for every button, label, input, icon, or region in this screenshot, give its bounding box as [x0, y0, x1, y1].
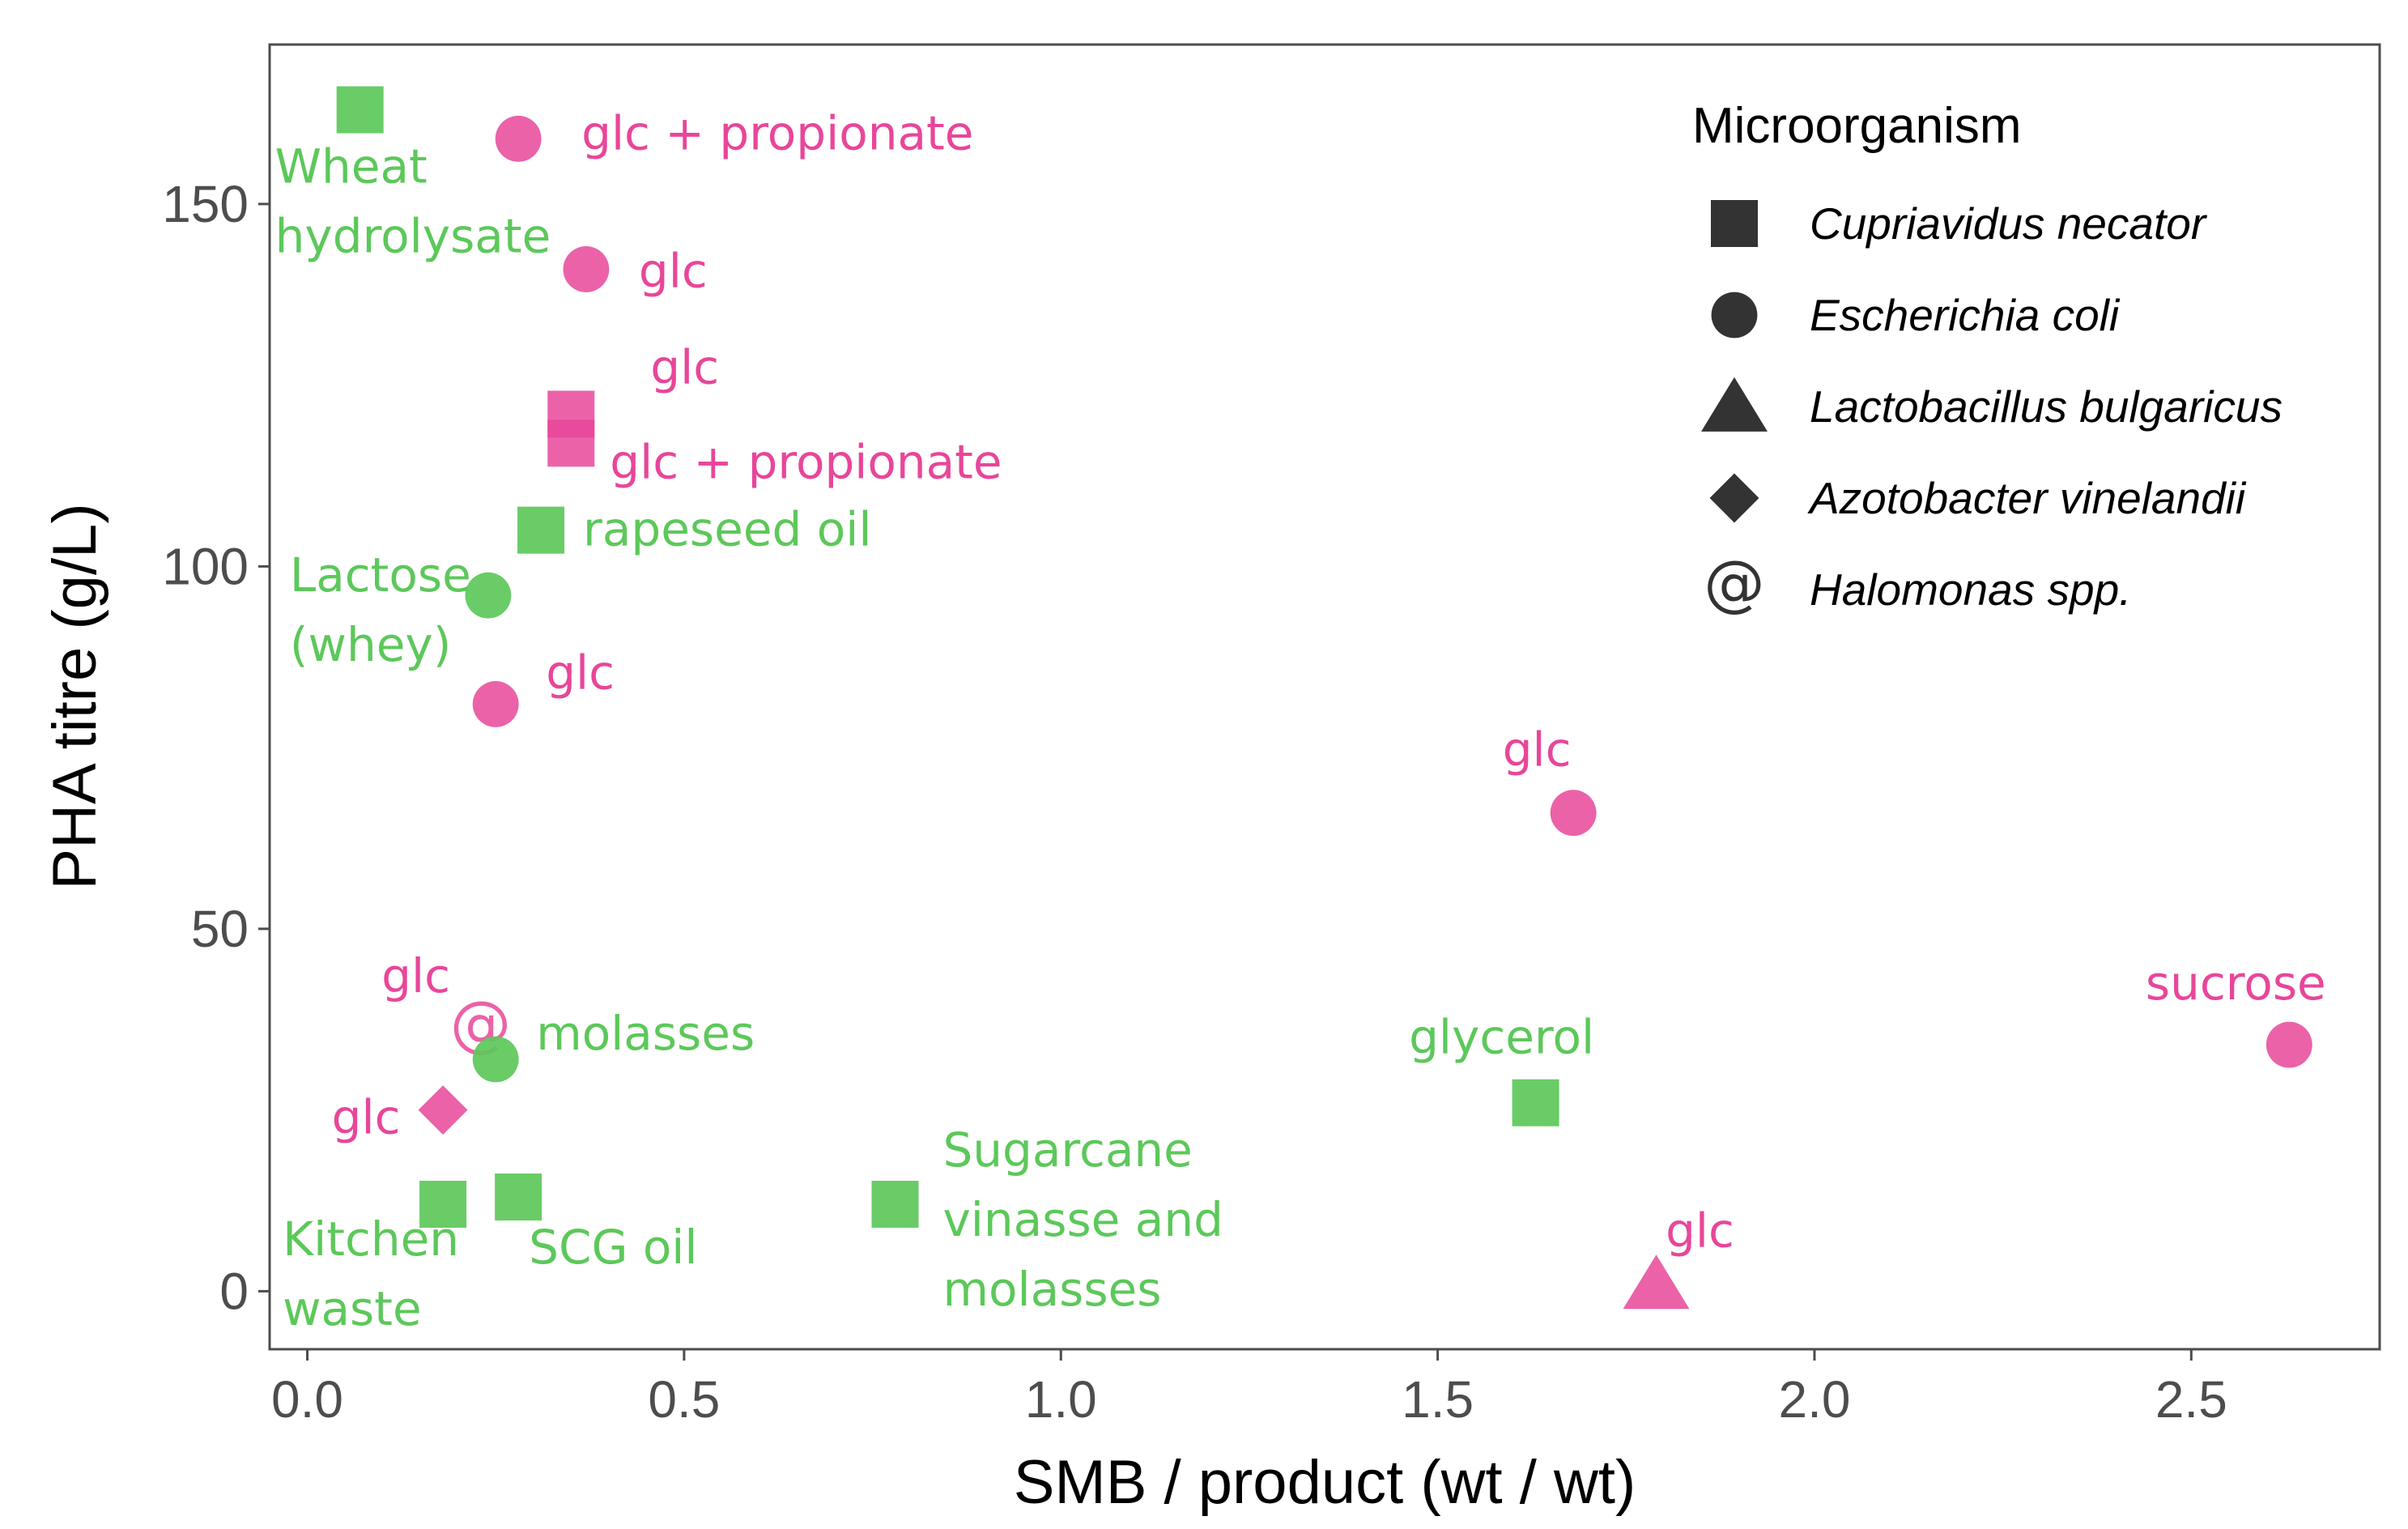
legend-entry-label: Escherichia coli: [1810, 290, 2121, 340]
axes-layer: 0.0 0.5 1.0 1.5 2.0 2.5 0 50 100 150: [162, 175, 2227, 1429]
point-annotation-label: glc: [1666, 1203, 1734, 1258]
data-point-green-square: [871, 1181, 919, 1228]
data-point-green-square: [517, 506, 565, 554]
point-annotation-label: glc: [381, 948, 450, 1003]
point-annotation-line: SCG oil: [529, 1220, 697, 1275]
point-annotation-line: sucrose: [2146, 956, 2326, 1011]
point-annotation-line: waste: [283, 1281, 422, 1336]
data-point-pink-triangle: [1623, 1254, 1690, 1310]
point-annotation-label: glycerol: [1409, 1010, 1594, 1065]
legend: Microorganism Cupriavidus necator Escheric…: [1656, 49, 2368, 632]
y-axis-title: PHA titre (g/L): [40, 503, 109, 889]
point-annotation-label: molasses: [536, 1006, 755, 1061]
data-point-green-square: [336, 86, 384, 134]
data-point-green-square: [1512, 1079, 1559, 1127]
legend-entry-label: Lactobacillus bulgaricus: [1810, 381, 2282, 432]
legend-marker-triangle: [1701, 377, 1768, 432]
y-tick-label: 150: [162, 175, 249, 233]
point-annotation-line: molasses: [942, 1262, 1161, 1317]
point-annotation-line: Wheat: [275, 139, 428, 194]
point-annotation-line: glc: [639, 243, 708, 298]
data-point-pink-circle: [2265, 1021, 2312, 1068]
data-point-pink-diamond: [418, 1085, 468, 1135]
point-annotation-line: vinasse and: [942, 1192, 1223, 1247]
x-tick-label: 2.5: [2155, 1370, 2227, 1429]
data-point-green-square: [495, 1173, 542, 1221]
point-annotation-label: sucrose: [2146, 956, 2326, 1011]
point-annotation-line: glc: [1503, 722, 1572, 777]
point-annotation-line: glc: [650, 339, 719, 394]
x-tick-label: 0.5: [648, 1370, 720, 1429]
x-axis-title: SMB / product (wt / wt): [1014, 1448, 1636, 1517]
point-annotation-line: Sugarcane: [942, 1122, 1192, 1178]
data-point-pink-circle: [472, 681, 519, 727]
point-annotation-line: molasses: [536, 1006, 755, 1061]
point-annotation-line: (whey): [290, 617, 451, 672]
x-tick-label: 2.0: [1778, 1370, 1850, 1429]
data-point-green-circle: [472, 1036, 519, 1083]
legend-background: [1656, 49, 2368, 632]
point-annotation-line: rapeseed oil: [583, 502, 871, 557]
point-annotation-label: glc + propionate: [581, 105, 973, 160]
point-annotation-line: glycerol: [1409, 1010, 1594, 1065]
legend-marker-diamond: [1709, 473, 1759, 523]
point-annotation-line: glc: [546, 645, 615, 700]
y-tick-label: 0: [219, 1262, 249, 1320]
points-layer: @: [336, 86, 2312, 1310]
legend-marker-at: @: [1704, 547, 1764, 619]
point-annotation-label: glc: [1503, 722, 1572, 777]
point-annotation-line: glc: [1666, 1203, 1734, 1258]
data-point-green-square: [419, 1181, 467, 1228]
data-point-green-circle: [465, 572, 512, 619]
point-annotation-label: rapeseed oil: [583, 502, 871, 557]
legend-marker-square: [1711, 200, 1758, 247]
legend-entry-label: Azotobacter vinelandii: [1807, 473, 2247, 523]
x-tick-label: 1.0: [1025, 1370, 1097, 1429]
point-annotation-label: glc: [639, 243, 708, 298]
point-annotation-label: Wheat hydrolysate: [275, 139, 551, 264]
data-point-pink-square: [547, 420, 595, 467]
data-point-pink-circle: [563, 246, 610, 292]
point-annotation-line: Kitchen: [283, 1212, 459, 1267]
point-annotation-line: glc + propionate: [610, 434, 1002, 489]
point-annotation-line: hydrolysate: [275, 209, 551, 264]
point-annotation-label: glc: [332, 1090, 401, 1145]
legend-title: Microorganism: [1692, 98, 2022, 154]
point-annotation-label: Lactose (whey): [290, 547, 471, 672]
point-annotation-label: Kitchen waste: [283, 1212, 459, 1336]
point-annotation-line: Lactose: [290, 547, 471, 603]
x-tick-label: 0.0: [271, 1370, 343, 1429]
legend-entry-label: Cupriavidus necator: [1810, 198, 2208, 249]
point-annotation-line: glc + propionate: [581, 105, 973, 160]
legend-marker-circle: [1711, 292, 1758, 339]
x-tick-label: 1.5: [1402, 1370, 1474, 1429]
point-annotation-label: glc: [650, 339, 719, 394]
point-annotation-label: glc + propionate: [610, 434, 1002, 489]
legend-entry-label: Halomonas spp.: [1810, 564, 2131, 615]
point-annotation-label: Sugarcane vinasse and molasses: [942, 1122, 1223, 1317]
y-tick-label: 100: [162, 537, 249, 595]
point-annotation-line: glc: [332, 1090, 401, 1145]
data-point-pink-circle: [495, 115, 542, 162]
point-annotation-label: glc: [546, 645, 615, 700]
point-annotation-line: glc: [381, 948, 450, 1003]
data-point-pink-circle: [1550, 790, 1597, 837]
point-annotation-label: SCG oil: [529, 1220, 697, 1275]
plot-panel: [268, 43, 2381, 1351]
annotation-labels-layer: Wheat hydrolysate glc + propionate glc glc gl…: [275, 105, 2326, 1336]
y-tick-label: 50: [191, 900, 249, 958]
